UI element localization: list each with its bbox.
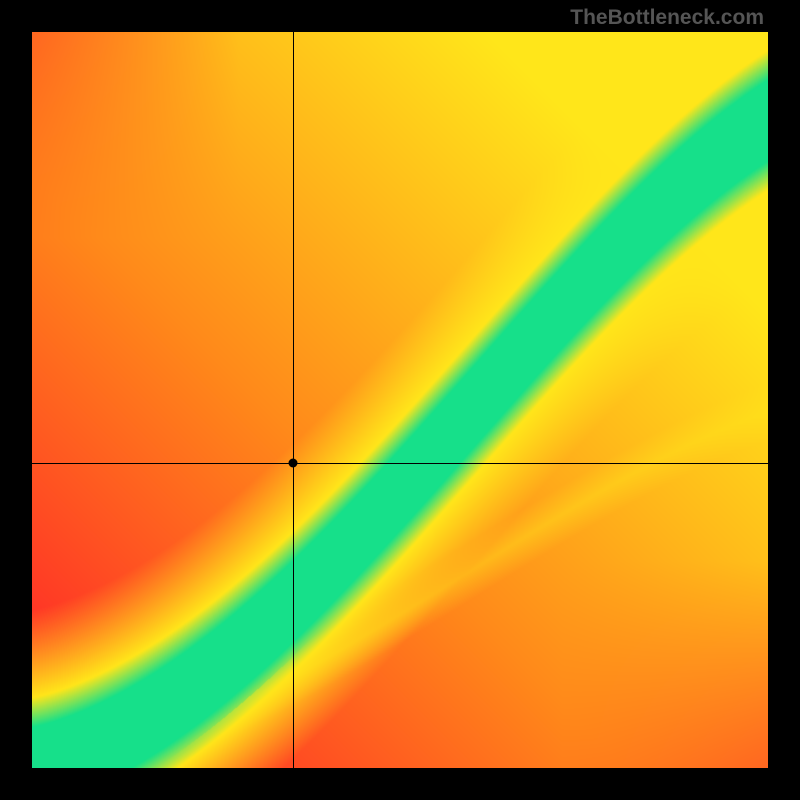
crosshair-horizontal — [32, 463, 768, 464]
watermark-text: TheBottleneck.com — [570, 6, 764, 30]
heatmap-chart — [32, 32, 768, 768]
heatmap-canvas — [32, 32, 768, 768]
crosshair-vertical — [293, 32, 294, 768]
crosshair-point — [289, 458, 298, 467]
